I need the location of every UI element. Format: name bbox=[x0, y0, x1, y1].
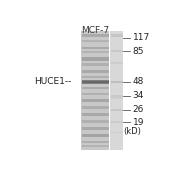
Bar bbox=[82, 80, 109, 84]
Text: (kD): (kD) bbox=[124, 127, 141, 136]
Bar bbox=[82, 120, 109, 123]
Text: MCF-7: MCF-7 bbox=[81, 26, 109, 35]
Bar bbox=[82, 57, 109, 60]
Bar bbox=[82, 145, 109, 147]
Bar bbox=[81, 31, 109, 150]
Text: 34: 34 bbox=[133, 91, 144, 100]
Text: HUCE1--: HUCE1-- bbox=[34, 77, 71, 86]
Text: 48: 48 bbox=[133, 77, 144, 86]
Bar bbox=[82, 87, 109, 89]
Bar bbox=[111, 95, 123, 97]
Bar bbox=[82, 127, 109, 130]
Bar bbox=[82, 40, 109, 42]
Bar bbox=[82, 134, 109, 137]
Bar bbox=[110, 31, 123, 150]
Bar bbox=[111, 97, 123, 99]
Bar bbox=[82, 113, 109, 116]
Bar bbox=[111, 132, 123, 133]
Text: 19: 19 bbox=[133, 118, 144, 127]
Text: 85: 85 bbox=[133, 47, 144, 56]
Bar bbox=[111, 62, 123, 64]
Bar bbox=[111, 121, 123, 123]
Bar bbox=[82, 141, 109, 143]
Bar bbox=[82, 93, 109, 95]
Bar bbox=[82, 63, 109, 66]
Bar bbox=[111, 50, 123, 52]
Bar bbox=[111, 109, 123, 111]
Bar bbox=[82, 47, 109, 49]
Bar bbox=[82, 81, 109, 83]
Bar bbox=[82, 106, 109, 109]
Bar bbox=[82, 76, 109, 78]
Bar bbox=[82, 51, 109, 53]
Bar bbox=[111, 81, 123, 83]
Text: 117: 117 bbox=[133, 33, 150, 42]
Text: 26: 26 bbox=[133, 105, 144, 114]
Bar bbox=[82, 99, 109, 102]
Bar bbox=[111, 34, 123, 37]
Bar bbox=[82, 70, 109, 73]
Bar bbox=[82, 34, 109, 37]
